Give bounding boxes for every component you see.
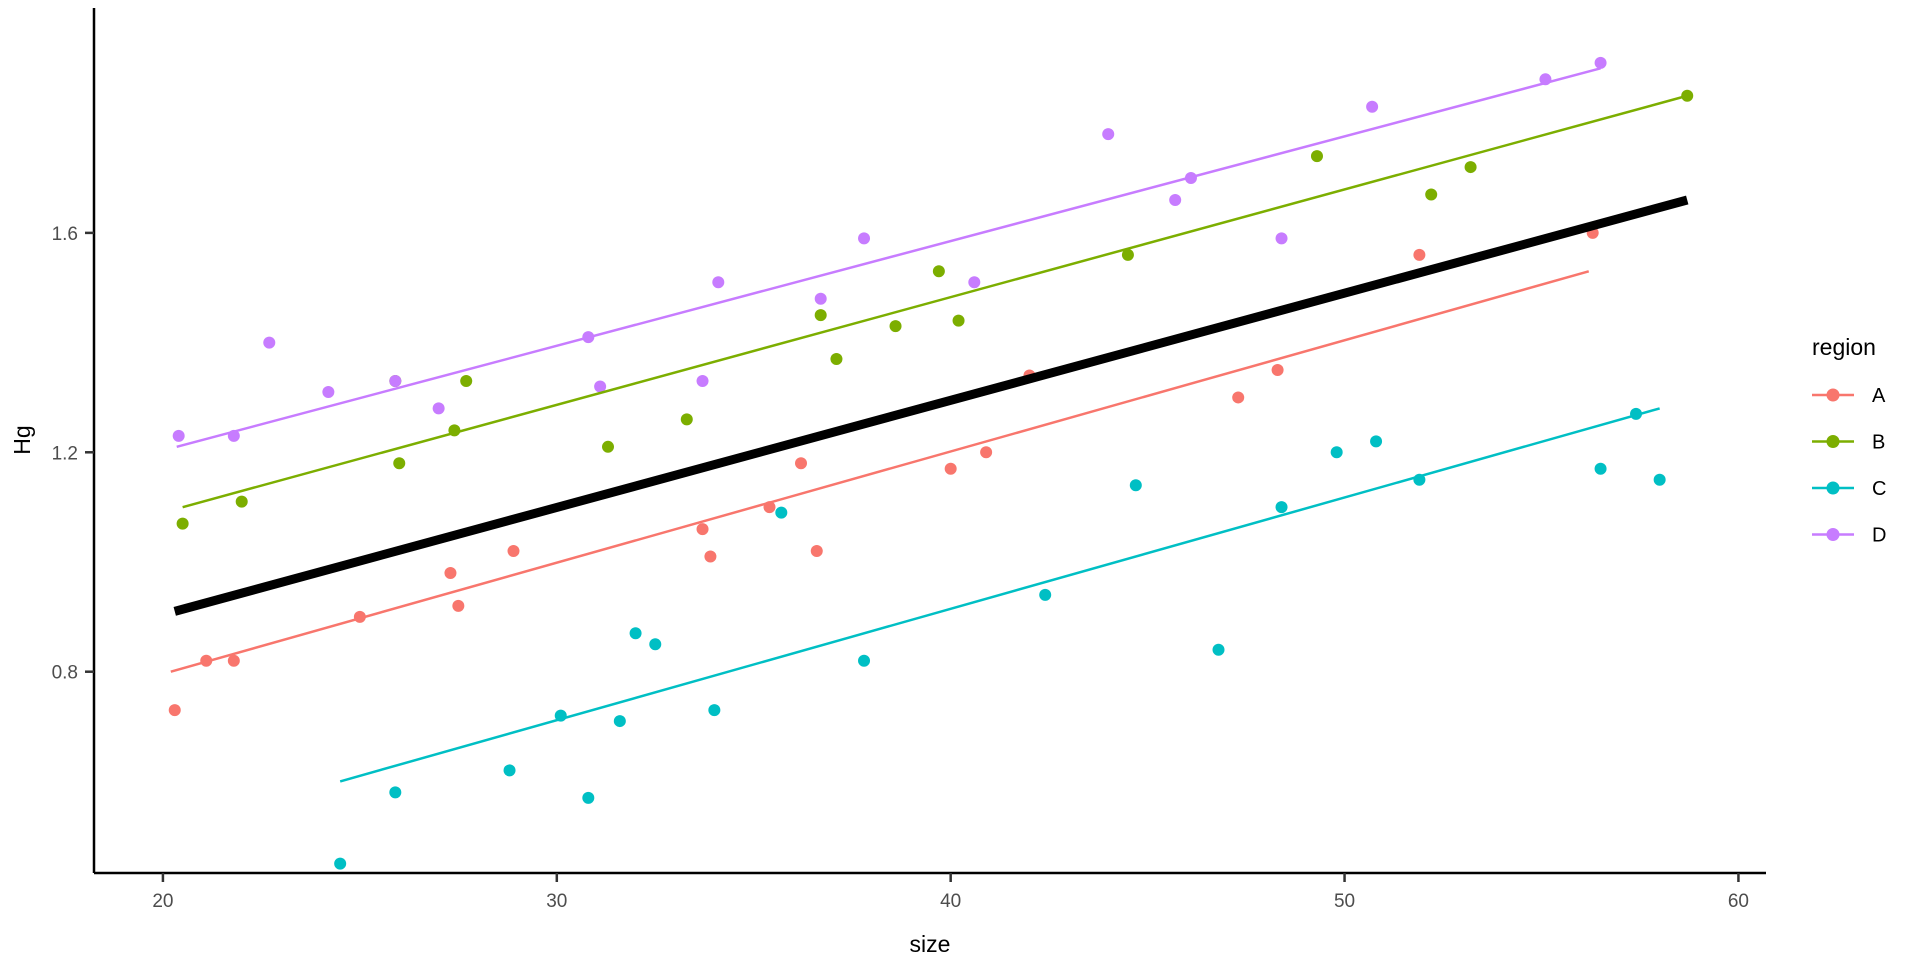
series-D-fit-line [176,67,1601,449]
series-B-point [460,374,473,387]
series-A-point [1232,391,1245,404]
y-tick-label: 1.2 [52,443,78,464]
y-axis-title: Hg [9,425,35,454]
series-B-point [830,353,843,366]
series-C-point [629,627,642,640]
series-B-point [235,495,248,508]
series-D-point [172,429,185,442]
series-C-point [649,638,662,651]
legend-key-point-C [1826,481,1840,495]
series-B-point [680,413,693,426]
series-B-point [176,517,189,530]
series-C-point [1594,462,1607,475]
series-A-point [452,599,465,612]
series-D-point [1169,193,1182,206]
series-D-point [696,374,709,387]
series-D-point [1102,128,1115,141]
series-C-point [1370,435,1383,448]
y-tick-label: 1.6 [52,224,78,245]
series-B-point [889,320,902,333]
series-A-point [810,545,823,558]
series-C-point [775,506,788,519]
series-B-point [952,314,965,327]
legend-entry-C: C [1812,478,1886,500]
x-tick-label: 30 [546,891,567,912]
legend-key-point-B [1826,435,1840,448]
x-tick-label: 60 [1728,891,1749,912]
overall-fit-line [173,195,1689,616]
series-A-point [1271,364,1284,377]
x-tick-label: 40 [940,891,961,912]
series-A-point [944,462,957,475]
series-D-point [712,276,725,289]
series-D-point [814,292,827,305]
legend-label-D: D [1872,525,1886,547]
series-A-point [507,545,520,558]
series-D-point [1275,232,1288,245]
series-D-point [432,402,445,415]
series-C-point [708,704,721,717]
series-C-point [1212,643,1225,656]
series-C-point [858,654,871,667]
series-A-point [696,523,709,536]
series-C-point [1275,501,1288,514]
series-C-point [1330,446,1343,459]
legend-entry-B: B [1812,432,1885,454]
series-B-fit-line [182,94,1688,509]
series-D-point [1366,100,1379,113]
legend-label-A: A [1872,385,1886,407]
series-A-point [795,457,808,470]
series-D-point [322,385,335,398]
series-A-point [168,704,181,717]
series-C-point [1039,588,1052,601]
legend-entry-D: D [1812,525,1886,547]
y-tick-label: 0.8 [52,663,78,684]
x-tick-label: 20 [152,891,173,912]
series-B-point [602,440,615,453]
legend-entry-A: A [1812,385,1886,407]
series-A-point [227,654,240,667]
series-B-point [932,265,945,278]
series-D-point [968,276,981,289]
x-tick-label: 50 [1334,891,1355,912]
x-axis-title: size [910,931,951,957]
legend-key-point-A [1826,388,1840,402]
series-D-point [263,336,276,349]
series-C-point [1653,473,1666,486]
series-D-point [594,380,607,393]
series-C-point [389,786,402,799]
series-A-point [444,566,457,579]
series-C-point [334,857,347,870]
series-D-point [1594,56,1607,69]
series-A-point [980,446,993,459]
series-B-point [1310,150,1323,163]
legend-label-C: C [1872,478,1886,500]
series-C-point [613,715,626,728]
series-A-point [1413,248,1426,261]
series-C-point [503,764,516,777]
series-B-point [1425,188,1438,201]
series-B-point [1121,248,1134,261]
series-B-point [814,309,827,322]
series-C-point [582,791,595,804]
legend-title: region [1812,334,1876,360]
series-D-point [389,374,402,387]
series-D-point [858,232,871,245]
series-C-fit-line [339,407,1660,783]
legend-label-B: B [1872,432,1885,454]
legend-key-point-D [1826,528,1840,541]
series-C-point [1129,479,1142,492]
series-A-fit-line [170,270,1590,673]
series-B-point [1464,161,1477,174]
series-B-point [393,457,406,470]
series-A-point [704,550,717,563]
